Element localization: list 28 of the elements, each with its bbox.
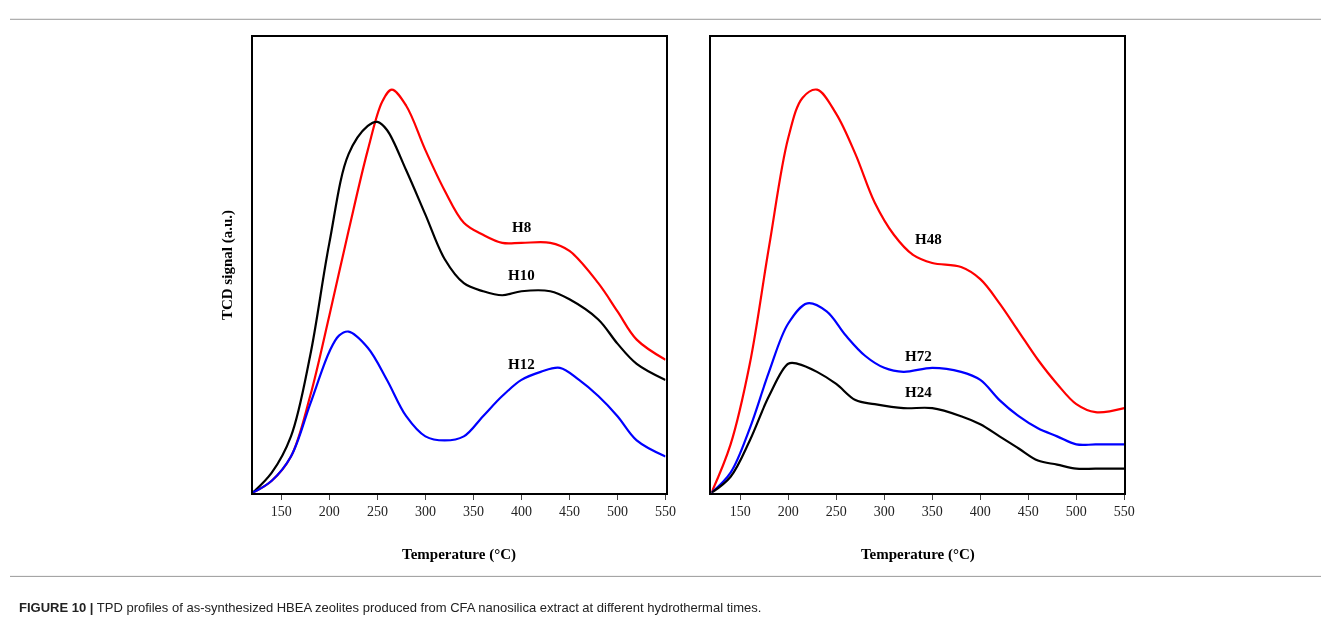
x-tick-label: 150 bbox=[729, 504, 751, 520]
x-tick-label: 550 bbox=[1113, 504, 1135, 520]
series-label: H10 bbox=[508, 267, 535, 283]
series-label: H24 bbox=[905, 384, 933, 400]
series-label: H8 bbox=[512, 219, 532, 235]
x-tick-label: 200 bbox=[318, 504, 340, 520]
x-tick-label: 450 bbox=[1017, 504, 1039, 520]
caption: FIGURE 10 | TPD profiles of as-synthesized HBEA zeolites produced from CFA nanosilica extract at different hydrothermal times. bbox=[19, 600, 762, 615]
x-tick-label: 450 bbox=[558, 504, 580, 520]
x-tick-label: 300 bbox=[414, 504, 436, 520]
x-tick-label: 500 bbox=[1065, 504, 1087, 520]
x-tick-label: 400 bbox=[510, 504, 532, 520]
series-label: H72 bbox=[905, 348, 932, 364]
x-axis-title: Temperature (°C) bbox=[860, 545, 975, 563]
x-tick-label: 550 bbox=[654, 504, 676, 520]
series-label: H12 bbox=[508, 356, 535, 372]
x-tick-label: 350 bbox=[921, 504, 943, 520]
series-label: H48 bbox=[915, 231, 942, 247]
x-axis-title: Temperature (°C) bbox=[402, 545, 516, 563]
x-tick-label: 500 bbox=[606, 504, 628, 520]
x-tick-label: 250 bbox=[825, 504, 847, 520]
x-tick-label: 250 bbox=[366, 504, 388, 520]
y-axis-title: TCD signal (a.u.) bbox=[218, 210, 236, 321]
x-tick-label: 300 bbox=[873, 504, 895, 520]
x-tick-label: 200 bbox=[777, 504, 799, 520]
x-tick-label: 350 bbox=[462, 504, 484, 520]
x-tick-label: 400 bbox=[969, 504, 991, 520]
x-tick-label: 150 bbox=[270, 504, 292, 520]
